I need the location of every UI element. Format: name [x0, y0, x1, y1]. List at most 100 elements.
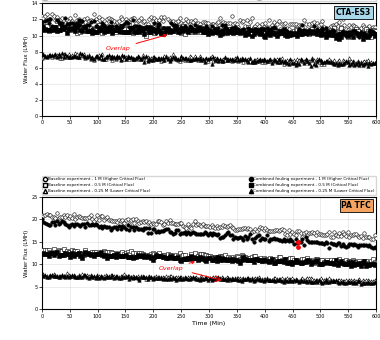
Point [158, 276, 164, 281]
Point [49, 272, 55, 277]
Point [76, 222, 82, 227]
Point [217, 258, 223, 263]
Point [365, 235, 371, 240]
Point [207, 231, 213, 236]
Point [64, 270, 70, 276]
Point [372, 33, 378, 38]
Point [249, 15, 255, 20]
Point [113, 29, 119, 34]
Point [114, 53, 120, 59]
Point [331, 241, 337, 247]
Point [86, 18, 92, 24]
Point [319, 18, 325, 23]
Point [309, 279, 315, 285]
Point [264, 58, 270, 64]
Point [235, 226, 241, 231]
Point [39, 24, 45, 30]
Point [81, 252, 87, 257]
Point [168, 273, 174, 279]
Point [261, 33, 267, 38]
Point [277, 237, 283, 242]
Point [291, 31, 297, 36]
Point [259, 258, 265, 263]
Point [247, 277, 253, 282]
Point [52, 215, 58, 221]
Point [257, 26, 263, 31]
Point [214, 55, 220, 61]
Point [338, 279, 344, 285]
Point [54, 29, 60, 34]
Point [356, 259, 363, 264]
Point [205, 27, 211, 32]
Point [76, 250, 82, 255]
Point [148, 29, 154, 34]
Point [289, 261, 295, 266]
Point [298, 22, 304, 27]
Point [245, 225, 252, 231]
Point [60, 54, 66, 60]
Point [59, 15, 65, 20]
Point [207, 275, 213, 281]
Point [249, 33, 255, 38]
Point [356, 276, 363, 282]
Point [304, 280, 310, 285]
Point [266, 258, 272, 263]
Point [241, 19, 247, 24]
Point [338, 35, 344, 40]
Point [313, 277, 319, 283]
Point [274, 33, 280, 38]
Point [54, 54, 60, 60]
Point [52, 272, 58, 278]
Point [247, 256, 253, 261]
Point [242, 233, 248, 239]
Point [294, 60, 300, 65]
Point [230, 276, 236, 282]
Point [108, 27, 114, 32]
Point [218, 274, 225, 279]
Point [340, 278, 346, 283]
Point [249, 277, 255, 282]
Point [170, 29, 176, 34]
Point [150, 54, 156, 60]
Point [133, 24, 139, 29]
Point [298, 257, 304, 262]
Point [42, 23, 48, 29]
Point [71, 53, 77, 59]
Point [55, 52, 62, 58]
Point [98, 20, 104, 26]
Point [286, 30, 292, 36]
Point [188, 231, 195, 236]
Point [195, 257, 201, 262]
Point [281, 59, 287, 64]
Point [321, 277, 327, 283]
Point [197, 54, 203, 59]
Point [55, 253, 62, 258]
Point [114, 24, 120, 29]
Point [197, 21, 203, 26]
Point [306, 278, 312, 284]
Point [326, 276, 332, 281]
Point [326, 26, 332, 31]
Point [328, 24, 334, 29]
Point [138, 273, 144, 278]
Point [314, 277, 320, 283]
Point [203, 57, 209, 63]
Point [89, 18, 95, 24]
Point [358, 31, 364, 37]
Point [311, 280, 317, 285]
Point [237, 277, 243, 283]
Point [42, 53, 48, 58]
Point [84, 274, 90, 280]
Point [309, 55, 315, 61]
Point [314, 256, 320, 262]
Point [52, 26, 58, 31]
Point [223, 56, 230, 62]
Text: Overlap: Overlap [106, 34, 166, 51]
Point [198, 223, 204, 228]
Point [214, 258, 220, 263]
Point [373, 236, 379, 241]
Point [346, 234, 352, 239]
Point [170, 254, 176, 259]
Point [162, 14, 168, 20]
Point [114, 274, 120, 280]
